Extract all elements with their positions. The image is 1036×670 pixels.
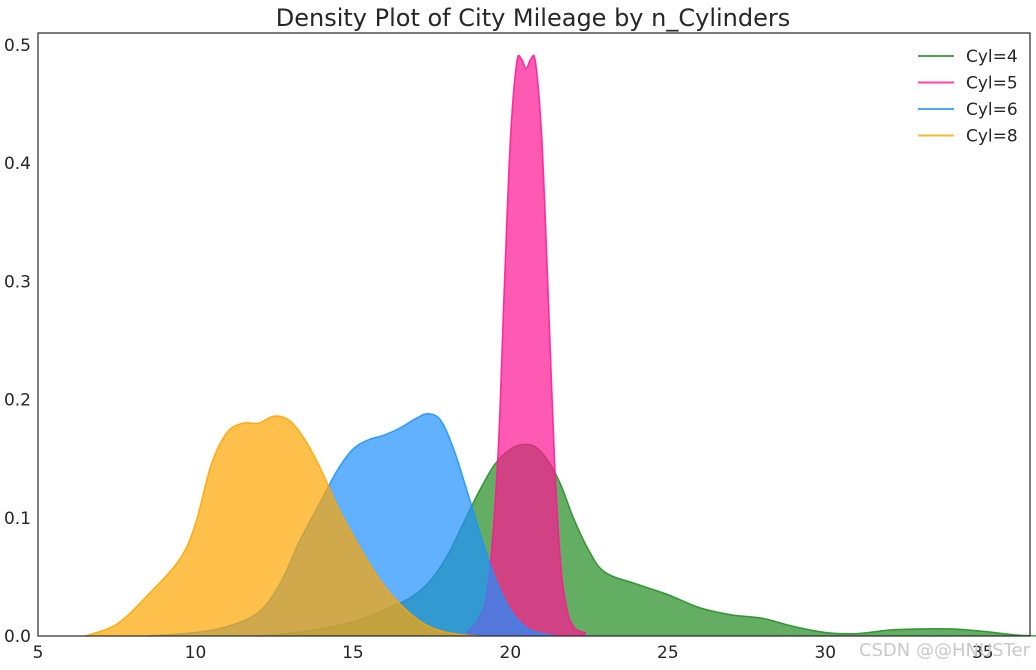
x-tick-label: 10	[185, 643, 207, 663]
plot-areas	[84, 54, 1036, 637]
x-tick-label: 5	[33, 643, 44, 663]
legend-label: Cyl=4	[966, 47, 1018, 67]
legend-item-cyl-8: Cyl=8	[918, 127, 1018, 147]
y-tick-label: 0.5	[4, 36, 31, 56]
legend-label: Cyl=6	[966, 100, 1018, 120]
x-tick-label: 30	[814, 643, 836, 663]
legend-label: Cyl=8	[966, 127, 1018, 147]
x-tick-label: 20	[500, 643, 522, 663]
density-line-cyl-8	[84, 415, 479, 637]
legend-label: Cyl=5	[966, 74, 1018, 94]
x-tick-label: 15	[342, 643, 364, 663]
density-line-cyl-5	[465, 54, 587, 634]
legend-item-cyl-5: Cyl=5	[918, 74, 1018, 94]
plot-frame	[37, 32, 1031, 637]
x-tick-label: 35	[972, 643, 994, 663]
legend: Cyl=4 Cyl=5 Cyl=6 Cyl=8	[918, 47, 1018, 147]
y-tick-label: 0.3	[4, 272, 31, 292]
x-axis: 5 10 15 20 25 30 35	[33, 643, 994, 663]
chart-title: Density Plot of City Mileage by n_Cylind…	[276, 4, 790, 32]
density-area-cyl-6	[148, 413, 558, 636]
y-tick-label: 0.2	[4, 391, 31, 411]
y-tick-label: 0.0	[4, 627, 31, 647]
y-tick-label: 0.1	[4, 509, 31, 529]
x-tick-label: 25	[657, 643, 679, 663]
legend-item-cyl-6: Cyl=6	[918, 100, 1018, 120]
legend-item-cyl-4: Cyl=4	[918, 47, 1018, 67]
y-tick-label: 0.4	[4, 154, 31, 174]
watermark: CSDN @@HNUSTer	[859, 640, 1031, 661]
y-axis: 0.0 0.1 0.2 0.3 0.4 0.5	[4, 36, 31, 647]
